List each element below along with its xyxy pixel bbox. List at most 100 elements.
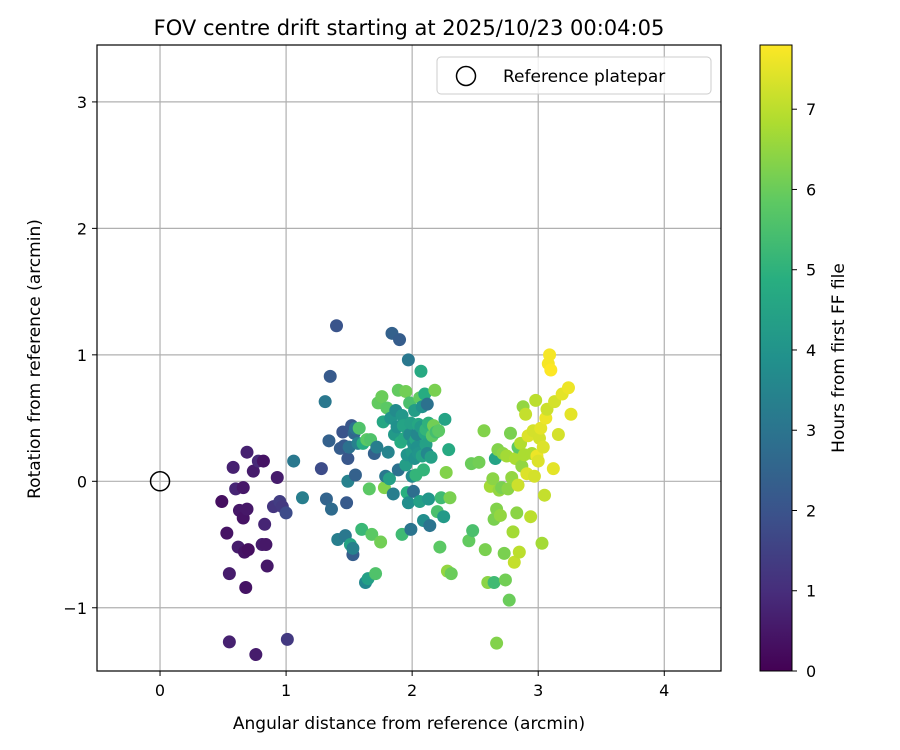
data-point bbox=[226, 460, 240, 474]
data-point bbox=[442, 443, 456, 457]
data-point bbox=[314, 462, 328, 476]
data-point bbox=[260, 559, 274, 573]
colorbar-tick-label: 7 bbox=[806, 100, 816, 119]
data-point bbox=[249, 648, 263, 662]
colorbar-tick-label: 0 bbox=[806, 662, 816, 681]
data-point bbox=[510, 506, 524, 520]
y-tick-label: −1 bbox=[63, 599, 87, 618]
colorbar-tick-label: 2 bbox=[806, 501, 816, 520]
data-point bbox=[438, 412, 452, 426]
data-point bbox=[478, 543, 492, 557]
data-point bbox=[295, 491, 309, 505]
data-point bbox=[370, 440, 384, 454]
data-point bbox=[466, 524, 480, 538]
reference-marker bbox=[149, 471, 171, 492]
data-point bbox=[564, 407, 578, 421]
data-point bbox=[222, 567, 236, 581]
data-point bbox=[503, 426, 517, 440]
data-point bbox=[399, 385, 413, 399]
data-point bbox=[369, 567, 383, 581]
legend: Reference platepar bbox=[436, 56, 712, 95]
data-point bbox=[352, 421, 366, 435]
y-axis-label: Rotation from reference (arcmin) bbox=[25, 219, 45, 499]
data-point bbox=[386, 487, 400, 501]
colorbar-tick-label: 6 bbox=[806, 180, 816, 199]
data-point bbox=[506, 525, 520, 539]
data-point bbox=[497, 546, 511, 560]
colorbar-tick-label: 1 bbox=[806, 582, 816, 601]
legend-open-circle-icon bbox=[455, 65, 477, 87]
data-point bbox=[418, 387, 432, 401]
data-point bbox=[501, 482, 515, 496]
data-point bbox=[259, 538, 273, 552]
data-point bbox=[546, 462, 560, 476]
chart-title: FOV centre drift starting at 2025/10/23 … bbox=[154, 16, 665, 40]
x-tick-label: 2 bbox=[407, 681, 417, 700]
data-point bbox=[406, 484, 420, 498]
data-point bbox=[423, 519, 437, 533]
data-point bbox=[544, 363, 558, 377]
data-point bbox=[240, 445, 254, 459]
x-tick-label: 3 bbox=[533, 681, 543, 700]
data-point bbox=[401, 353, 415, 367]
y-tick-label: 2 bbox=[77, 219, 87, 238]
colorbar-tick-label: 5 bbox=[806, 261, 816, 280]
data-point bbox=[258, 517, 272, 531]
legend-box bbox=[436, 56, 712, 95]
data-point bbox=[346, 541, 360, 555]
data-point bbox=[362, 482, 376, 496]
data-point bbox=[534, 421, 548, 435]
data-point bbox=[439, 465, 453, 479]
grid-lines bbox=[97, 45, 721, 671]
data-point bbox=[239, 581, 253, 595]
data-point bbox=[401, 496, 415, 510]
data-point bbox=[375, 390, 389, 404]
x-tick-label: 1 bbox=[281, 681, 291, 700]
colorbar: 0 1 2 3 4 5 6 7 Hours from first FF file bbox=[759, 44, 849, 681]
data-point bbox=[511, 478, 525, 492]
colorbar-gradient bbox=[759, 44, 793, 672]
data-point bbox=[512, 545, 526, 559]
data-point bbox=[222, 635, 236, 649]
data-point bbox=[420, 397, 434, 411]
data-point bbox=[340, 496, 354, 510]
legend-label: Reference platepar bbox=[503, 67, 665, 87]
colorbar-ticks: 0 1 2 3 4 5 6 7 bbox=[792, 100, 816, 681]
data-points bbox=[215, 319, 578, 662]
data-point bbox=[416, 463, 430, 477]
colorbar-tick-label: 3 bbox=[806, 421, 816, 440]
data-point bbox=[374, 535, 388, 549]
data-point bbox=[382, 472, 396, 486]
data-point bbox=[395, 409, 409, 423]
data-point bbox=[236, 481, 250, 495]
data-point bbox=[487, 575, 501, 589]
data-point bbox=[319, 492, 333, 506]
data-point bbox=[424, 450, 438, 464]
data-point bbox=[433, 540, 447, 554]
data-point bbox=[529, 393, 543, 407]
data-point bbox=[543, 348, 557, 362]
data-point bbox=[551, 428, 565, 442]
data-point bbox=[341, 452, 355, 466]
data-point bbox=[490, 636, 504, 650]
data-point bbox=[348, 468, 362, 482]
plot-area-frame bbox=[96, 44, 722, 672]
data-point bbox=[498, 573, 512, 587]
data-point bbox=[432, 424, 446, 438]
data-point bbox=[493, 508, 507, 522]
data-point bbox=[318, 395, 332, 409]
data-point bbox=[472, 455, 486, 469]
data-point bbox=[404, 522, 418, 536]
data-point bbox=[527, 469, 541, 483]
data-point bbox=[531, 454, 545, 468]
data-point bbox=[437, 510, 451, 524]
x-axis-label: Angular distance from reference (arcmin) bbox=[233, 714, 585, 734]
x-axis-ticks: 0 1 2 3 4 bbox=[155, 671, 669, 700]
data-point bbox=[381, 445, 395, 459]
data-point bbox=[536, 440, 550, 454]
data-point bbox=[355, 522, 369, 536]
data-point bbox=[240, 502, 254, 516]
data-point bbox=[330, 319, 344, 333]
data-point bbox=[220, 526, 234, 540]
